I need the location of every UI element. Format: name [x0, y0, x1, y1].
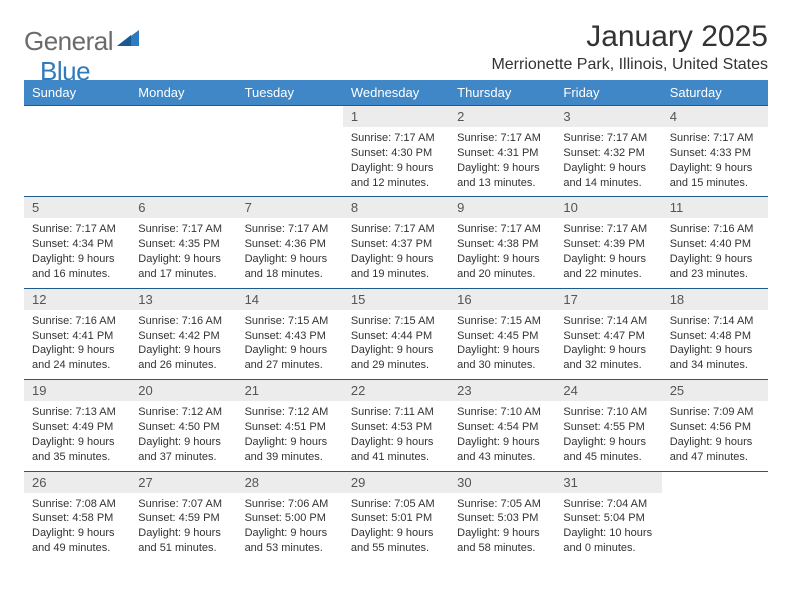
day-details-row: Sunrise: 7:13 AMSunset: 4:49 PMDaylight:… [24, 401, 768, 471]
day-number-row: 567891011 [24, 197, 768, 219]
day-details-cell: Sunrise: 7:14 AMSunset: 4:47 PMDaylight:… [555, 310, 661, 380]
day-details-cell [662, 493, 768, 562]
day-details-cell [24, 127, 130, 197]
day-number-cell: 22 [343, 380, 449, 402]
day-number-cell: 8 [343, 197, 449, 219]
day-number-cell: 12 [24, 288, 130, 310]
weekday-header: Wednesday [343, 80, 449, 106]
weekday-header: Thursday [449, 80, 555, 106]
day-details-cell: Sunrise: 7:14 AMSunset: 4:48 PMDaylight:… [662, 310, 768, 380]
day-details-cell: Sunrise: 7:08 AMSunset: 4:58 PMDaylight:… [24, 493, 130, 562]
day-number-row: 12131415161718 [24, 288, 768, 310]
day-number-cell: 28 [237, 471, 343, 493]
day-number-cell [130, 106, 236, 128]
day-number-cell: 2 [449, 106, 555, 128]
day-details-cell: Sunrise: 7:16 AMSunset: 4:41 PMDaylight:… [24, 310, 130, 380]
day-details-cell: Sunrise: 7:07 AMSunset: 4:59 PMDaylight:… [130, 493, 236, 562]
day-details-cell: Sunrise: 7:17 AMSunset: 4:31 PMDaylight:… [449, 127, 555, 197]
day-number-cell [24, 106, 130, 128]
day-number-cell: 16 [449, 288, 555, 310]
day-details-cell [130, 127, 236, 197]
day-number-cell: 21 [237, 380, 343, 402]
day-details-cell: Sunrise: 7:12 AMSunset: 4:51 PMDaylight:… [237, 401, 343, 471]
day-number-cell: 10 [555, 197, 661, 219]
weekday-header: Monday [130, 80, 236, 106]
day-details-cell: Sunrise: 7:17 AMSunset: 4:34 PMDaylight:… [24, 218, 130, 288]
day-number-cell: 5 [24, 197, 130, 219]
day-details-cell: Sunrise: 7:17 AMSunset: 4:38 PMDaylight:… [449, 218, 555, 288]
day-details-cell: Sunrise: 7:11 AMSunset: 4:53 PMDaylight:… [343, 401, 449, 471]
day-details-cell: Sunrise: 7:17 AMSunset: 4:36 PMDaylight:… [237, 218, 343, 288]
day-details-cell: Sunrise: 7:06 AMSunset: 5:00 PMDaylight:… [237, 493, 343, 562]
day-details-cell [237, 127, 343, 197]
day-details-cell: Sunrise: 7:13 AMSunset: 4:49 PMDaylight:… [24, 401, 130, 471]
day-details-cell: Sunrise: 7:05 AMSunset: 5:03 PMDaylight:… [449, 493, 555, 562]
day-details-cell: Sunrise: 7:17 AMSunset: 4:32 PMDaylight:… [555, 127, 661, 197]
day-number-cell: 14 [237, 288, 343, 310]
day-details-row: Sunrise: 7:17 AMSunset: 4:34 PMDaylight:… [24, 218, 768, 288]
day-number-cell: 11 [662, 197, 768, 219]
day-details-cell: Sunrise: 7:17 AMSunset: 4:37 PMDaylight:… [343, 218, 449, 288]
day-details-cell: Sunrise: 7:15 AMSunset: 4:45 PMDaylight:… [449, 310, 555, 380]
day-number-cell [662, 471, 768, 493]
day-number-cell [237, 106, 343, 128]
logo-word-1: General [24, 26, 113, 57]
day-number-cell: 19 [24, 380, 130, 402]
day-number-cell: 1 [343, 106, 449, 128]
weekday-header: Tuesday [237, 80, 343, 106]
day-number-row: 19202122232425 [24, 380, 768, 402]
day-number-cell: 15 [343, 288, 449, 310]
day-details-cell: Sunrise: 7:17 AMSunset: 4:30 PMDaylight:… [343, 127, 449, 197]
day-details-row: Sunrise: 7:17 AMSunset: 4:30 PMDaylight:… [24, 127, 768, 197]
day-number-cell: 29 [343, 471, 449, 493]
day-number-cell: 20 [130, 380, 236, 402]
day-details-cell: Sunrise: 7:17 AMSunset: 4:33 PMDaylight:… [662, 127, 768, 197]
day-details-cell: Sunrise: 7:10 AMSunset: 4:55 PMDaylight:… [555, 401, 661, 471]
day-details-row: Sunrise: 7:08 AMSunset: 4:58 PMDaylight:… [24, 493, 768, 562]
day-number-cell: 26 [24, 471, 130, 493]
weekday-header-row: SundayMondayTuesdayWednesdayThursdayFrid… [24, 80, 768, 106]
day-number-cell: 24 [555, 380, 661, 402]
day-details-cell: Sunrise: 7:16 AMSunset: 4:40 PMDaylight:… [662, 218, 768, 288]
day-details-cell: Sunrise: 7:09 AMSunset: 4:56 PMDaylight:… [662, 401, 768, 471]
day-number-cell: 27 [130, 471, 236, 493]
day-number-cell: 9 [449, 197, 555, 219]
weekday-header: Friday [555, 80, 661, 106]
day-details-cell: Sunrise: 7:05 AMSunset: 5:01 PMDaylight:… [343, 493, 449, 562]
weekday-header: Saturday [662, 80, 768, 106]
day-details-row: Sunrise: 7:16 AMSunset: 4:41 PMDaylight:… [24, 310, 768, 380]
day-number-cell: 18 [662, 288, 768, 310]
logo-triangle-icon [117, 30, 141, 53]
location: Merrionette Park, Illinois, United State… [491, 56, 768, 74]
day-details-cell: Sunrise: 7:16 AMSunset: 4:42 PMDaylight:… [130, 310, 236, 380]
logo-word-2: Blue [40, 56, 90, 87]
day-number-cell: 25 [662, 380, 768, 402]
day-details-cell: Sunrise: 7:17 AMSunset: 4:35 PMDaylight:… [130, 218, 236, 288]
day-number-cell: 30 [449, 471, 555, 493]
day-number-cell: 3 [555, 106, 661, 128]
day-number-cell: 6 [130, 197, 236, 219]
day-number-row: 1234 [24, 106, 768, 128]
day-details-cell: Sunrise: 7:15 AMSunset: 4:43 PMDaylight:… [237, 310, 343, 380]
day-number-cell: 17 [555, 288, 661, 310]
day-number-row: 262728293031 [24, 471, 768, 493]
day-details-cell: Sunrise: 7:04 AMSunset: 5:04 PMDaylight:… [555, 493, 661, 562]
day-details-cell: Sunrise: 7:10 AMSunset: 4:54 PMDaylight:… [449, 401, 555, 471]
day-number-cell: 4 [662, 106, 768, 128]
day-number-cell: 13 [130, 288, 236, 310]
day-details-cell: Sunrise: 7:17 AMSunset: 4:39 PMDaylight:… [555, 218, 661, 288]
day-number-cell: 31 [555, 471, 661, 493]
month-title: January 2025 [491, 20, 768, 54]
header: General January 2025 Merrionette Park, I… [24, 20, 768, 74]
logo: General [24, 26, 143, 57]
calendar-table: SundayMondayTuesdayWednesdayThursdayFrid… [24, 80, 768, 562]
day-number-cell: 7 [237, 197, 343, 219]
day-details-cell: Sunrise: 7:15 AMSunset: 4:44 PMDaylight:… [343, 310, 449, 380]
day-details-cell: Sunrise: 7:12 AMSunset: 4:50 PMDaylight:… [130, 401, 236, 471]
day-number-cell: 23 [449, 380, 555, 402]
